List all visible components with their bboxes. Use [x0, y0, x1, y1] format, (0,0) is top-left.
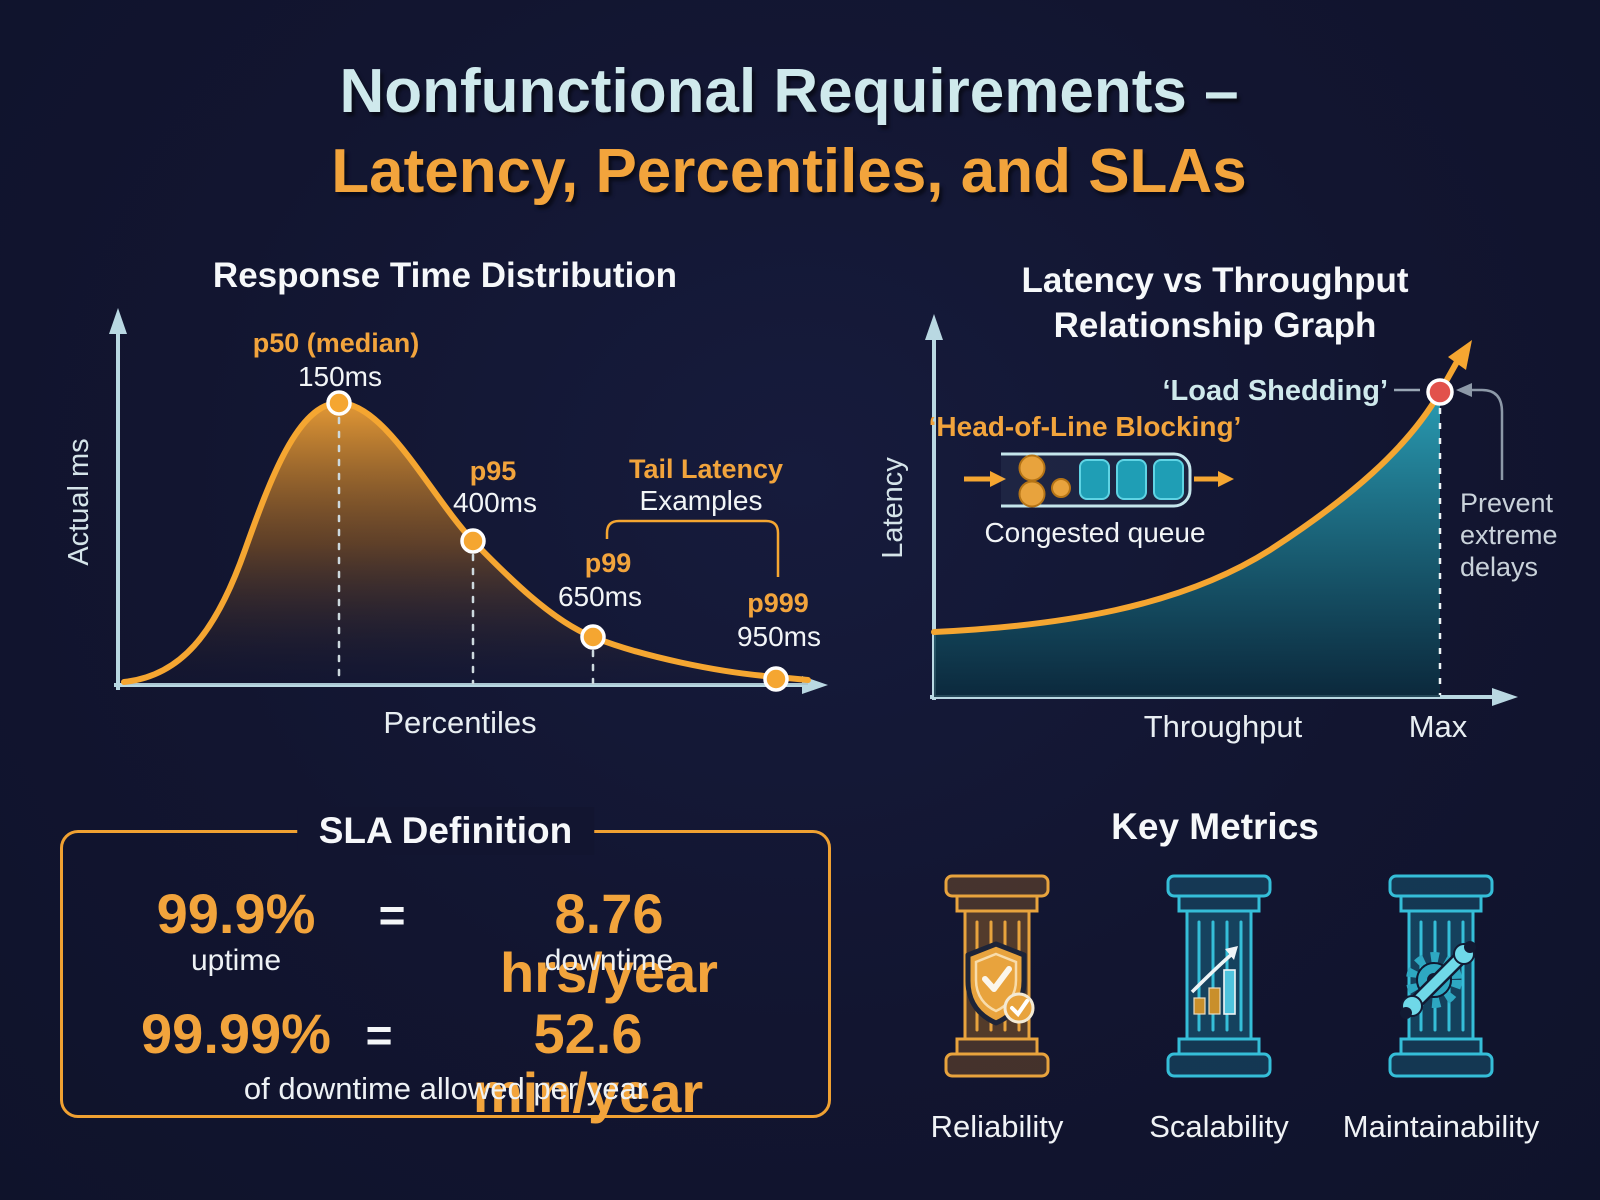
pillar-maintainability — [1388, 874, 1494, 1078]
sla-title: SLA Definition — [296, 807, 595, 855]
x-axis-arrow-icon — [1492, 688, 1518, 706]
right-chart-title-2: Relationship Graph — [1054, 306, 1377, 345]
prevent-line3: delays — [1460, 552, 1538, 582]
sla-row2-downtime-value: 52.6 min/year — [472, 1002, 704, 1124]
p50-marker — [326, 390, 352, 416]
congested-queue-label: Congested queue — [984, 517, 1205, 548]
pillar-label-reliability: Reliability — [930, 1109, 1064, 1144]
tail-latency-bracket — [605, 519, 780, 577]
right-x-axis-label: Throughput — [1144, 709, 1303, 744]
main-title: Nonfunctional Requirements – Latency, Pe… — [0, 52, 1578, 212]
p999-label: p999 — [747, 588, 809, 618]
right-chart-title-1: Latency vs Throughput — [1022, 261, 1409, 300]
queue-out-arrowhead-icon — [1218, 471, 1234, 487]
prevent-line1: Prevent — [1460, 488, 1554, 518]
queue-blocked-items — [1079, 459, 1184, 500]
main-title-line2: Latency, Percentiles, and SLAs — [331, 137, 1247, 206]
p95-label: p95 — [470, 456, 517, 486]
p99-marker — [580, 624, 606, 650]
sla-row2-uptime-value: 99.99% — [141, 1002, 331, 1065]
percentile-droplines — [337, 416, 595, 685]
load-shedding-label: ‘Load Shedding’ — [1162, 375, 1388, 407]
y-axis-arrow-icon — [109, 308, 127, 334]
response-time-distribution-chart: Response Time Distribution p50 (median — [63, 256, 828, 740]
left-chart-title: Response Time Distribution — [213, 256, 677, 295]
prevent-line2: extreme — [1460, 520, 1558, 550]
pillar-label-scalability: Scalability — [1149, 1109, 1289, 1144]
sla-row2-equals: = — [365, 1009, 393, 1061]
pillar-reliability — [944, 874, 1050, 1078]
queue-request-dots — [1018, 454, 1071, 508]
p99-value: 650ms — [558, 581, 642, 612]
y-axis-arrow-icon — [925, 314, 943, 340]
curve-arrow-icon — [1448, 340, 1472, 370]
p50-value: 150ms — [298, 361, 382, 392]
gear-wrench-icon — [1400, 941, 1476, 1019]
sla-definition-panel: SLA Definition 99.9% uptime = 8.76 hrs/y… — [60, 807, 831, 1122]
right-y-axis-label: Latency — [877, 457, 909, 559]
latency-throughput-chart: Latency vs Throughput Relationship Graph… — [877, 261, 1558, 744]
growth-chart-icon — [1190, 946, 1238, 1015]
tail-latency-label-1: Tail Latency — [629, 454, 783, 484]
pillar-structure — [1166, 874, 1272, 1078]
p999-marker — [763, 666, 789, 692]
congested-queue-diagram — [964, 452, 1234, 508]
sla-row1-downtime-label: downtime — [544, 944, 674, 977]
left-y-axis-label: Actual ms — [63, 438, 95, 565]
tail-latency-label-2: Examples — [640, 485, 763, 516]
percentile-markers — [326, 390, 789, 692]
shield-check-icon — [965, 941, 1035, 1026]
prevent-callout-arrow — [1456, 383, 1504, 480]
sla-row1-equals: = — [378, 889, 406, 941]
latency-curve — [931, 357, 1461, 635]
distribution-curve — [121, 399, 811, 685]
sla-row1-uptime-label: uptime — [190, 944, 282, 977]
pillar-label-maintainability: Maintainability — [1342, 1109, 1540, 1144]
main-title-line1: Nonfunctional Requirements – — [339, 57, 1239, 126]
key-metrics-title: Key Metrics — [1111, 806, 1319, 847]
p50-label: p50 (median) — [253, 328, 420, 358]
hol-blocking-label: ‘Head-of-Line Blocking’ — [929, 411, 1242, 442]
p999-value: 950ms — [737, 621, 821, 652]
left-x-axis-label: Percentiles — [383, 705, 536, 740]
pillar-scalability — [1166, 874, 1272, 1078]
sla-row1-uptime-value: 99.9% — [156, 882, 316, 945]
sla-row1-downtime-value: 8.76 hrs/year — [500, 882, 718, 1004]
p95-marker — [460, 528, 486, 554]
load-shedding-point — [1426, 378, 1454, 406]
p99-label: p99 — [585, 548, 632, 578]
sla-caption: of downtime allowed per year — [243, 1071, 648, 1106]
callout-arrowhead-icon — [1456, 383, 1472, 397]
p95-value: 400ms — [453, 487, 537, 518]
queue-in-arrowhead-icon — [990, 471, 1006, 487]
x-max-label: Max — [1409, 709, 1468, 744]
